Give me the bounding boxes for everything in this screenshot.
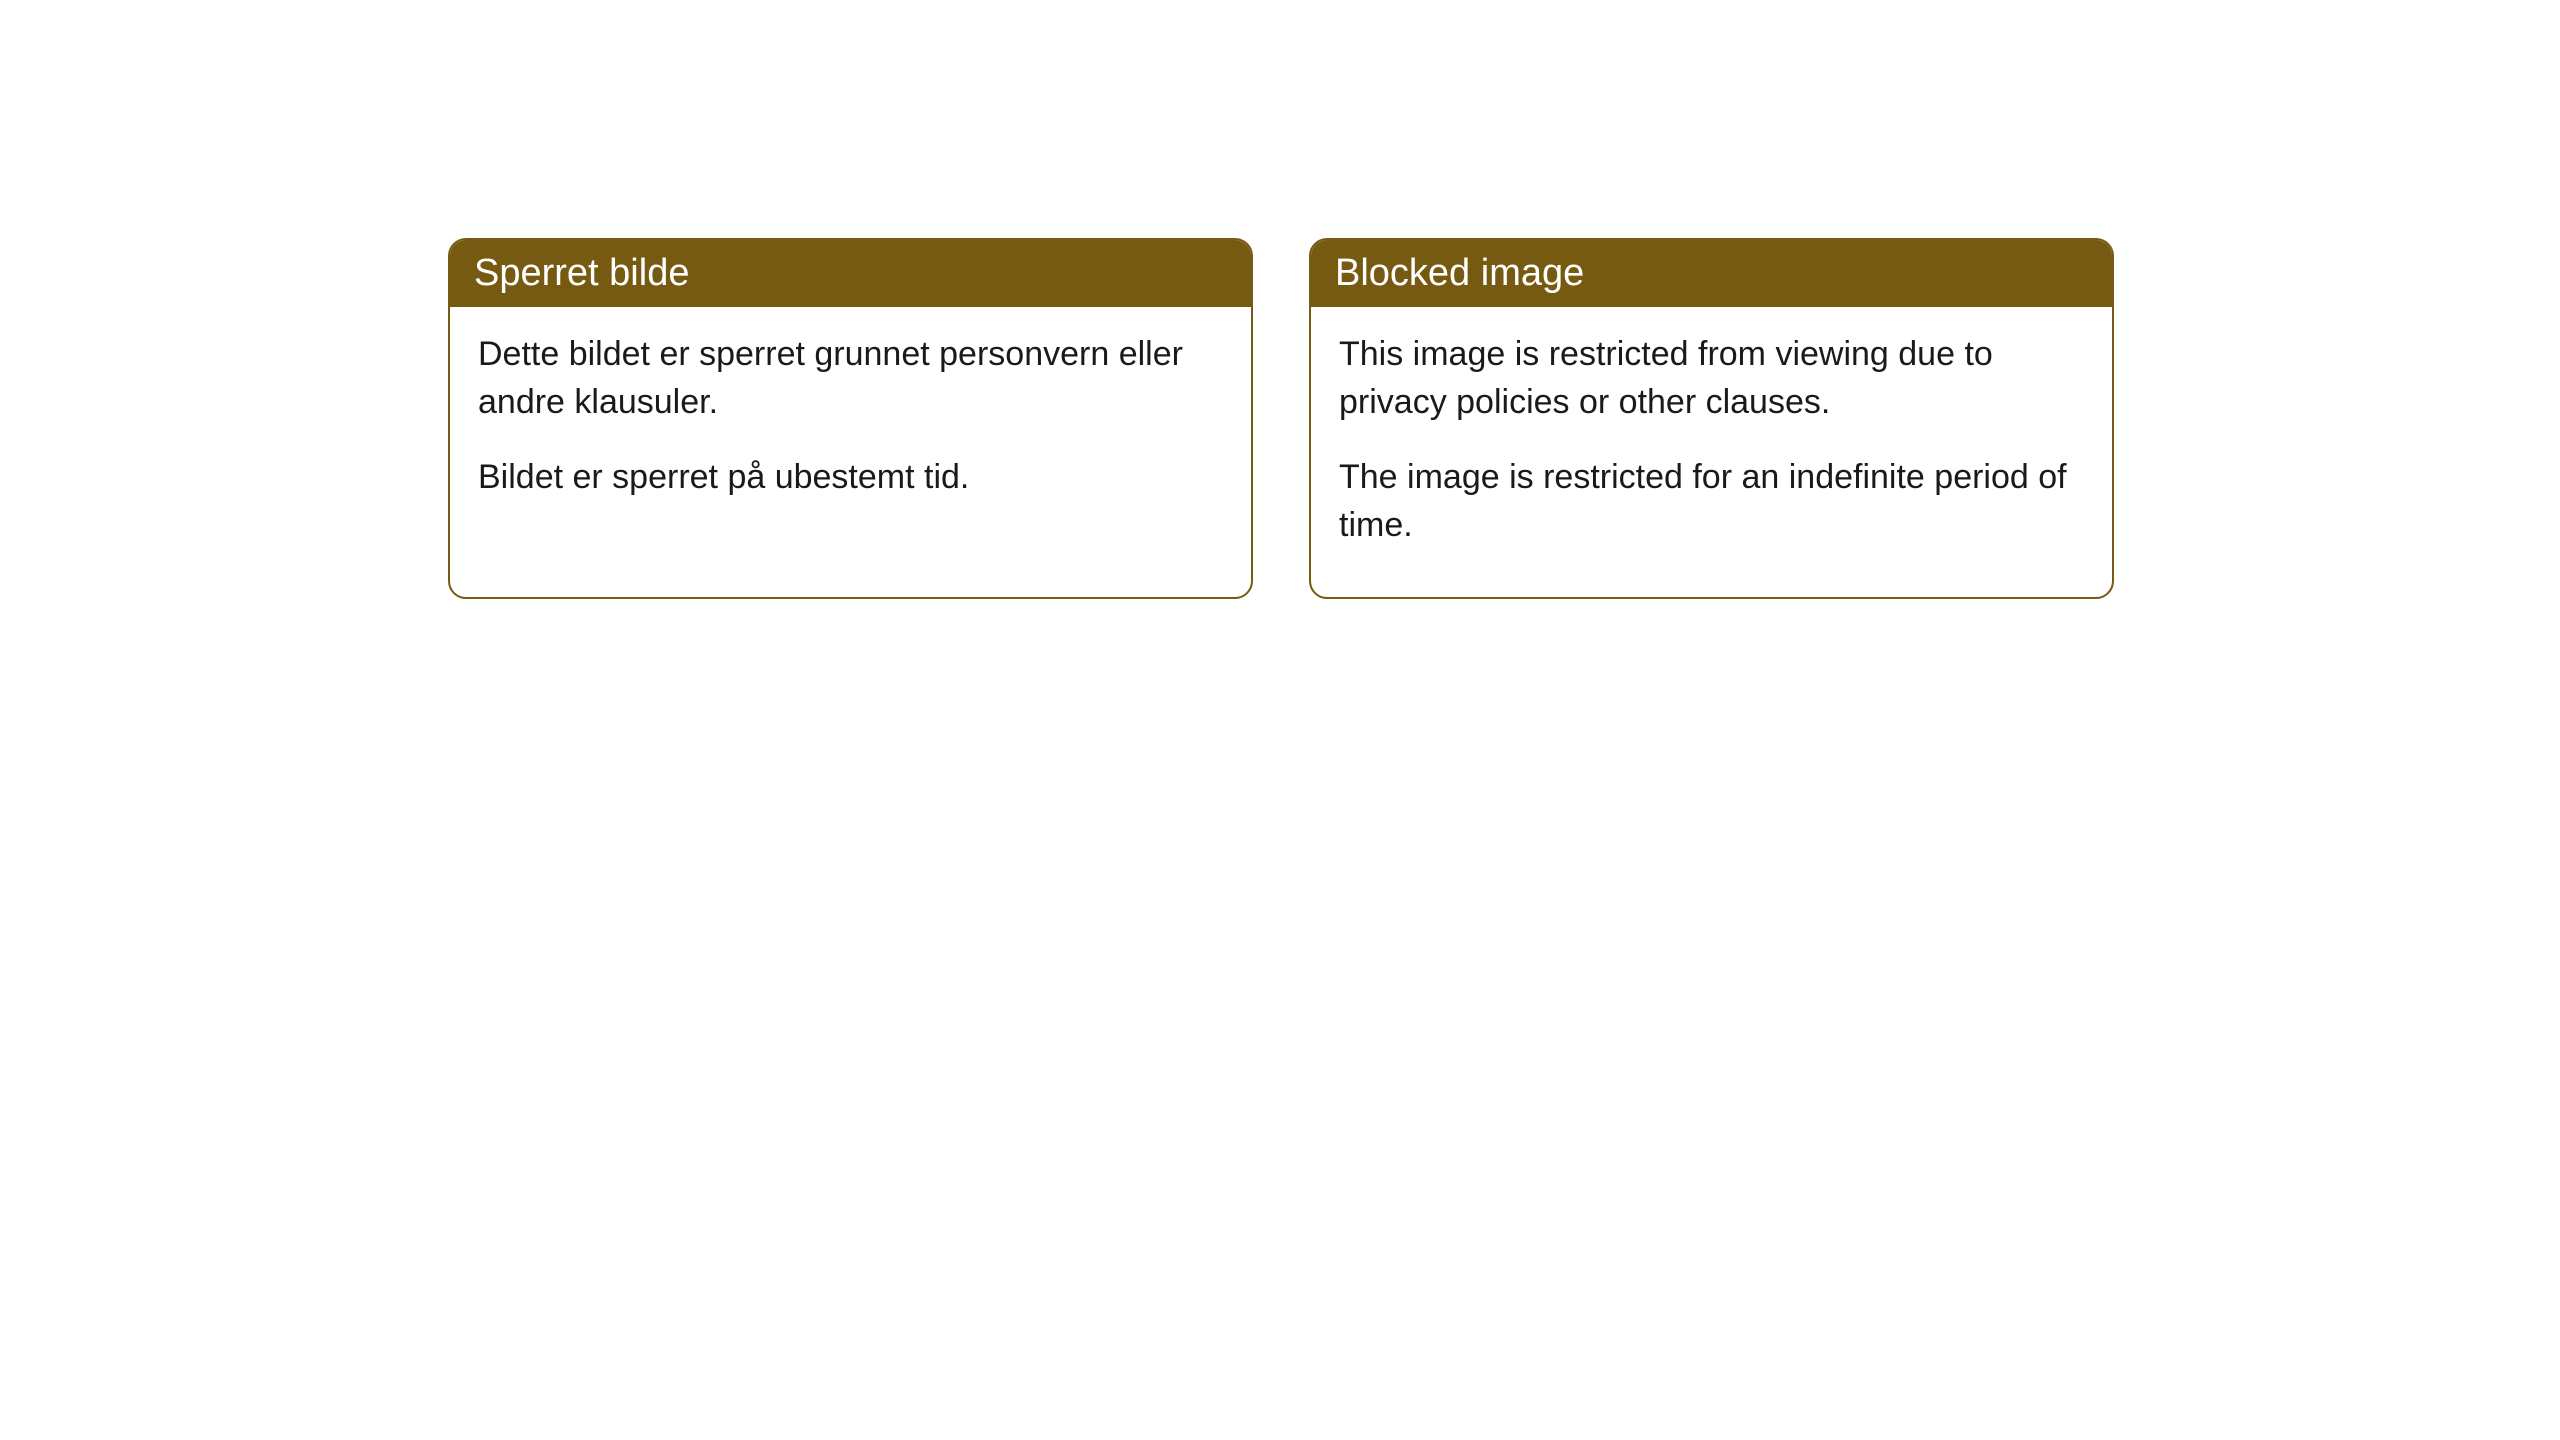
- card-paragraph: Bildet er sperret på ubestemt tid.: [478, 454, 1223, 502]
- card-header: Blocked image: [1311, 240, 2112, 307]
- card-paragraph: The image is restricted for an indefinit…: [1339, 454, 2084, 549]
- notice-card-english: Blocked image This image is restricted f…: [1309, 238, 2114, 599]
- card-body: Dette bildet er sperret grunnet personve…: [450, 307, 1251, 550]
- notice-cards-container: Sperret bilde Dette bildet er sperret gr…: [448, 238, 2114, 599]
- card-header: Sperret bilde: [450, 240, 1251, 307]
- card-body: This image is restricted from viewing du…: [1311, 307, 2112, 597]
- card-paragraph: This image is restricted from viewing du…: [1339, 331, 2084, 426]
- notice-card-norwegian: Sperret bilde Dette bildet er sperret gr…: [448, 238, 1253, 599]
- card-paragraph: Dette bildet er sperret grunnet personve…: [478, 331, 1223, 426]
